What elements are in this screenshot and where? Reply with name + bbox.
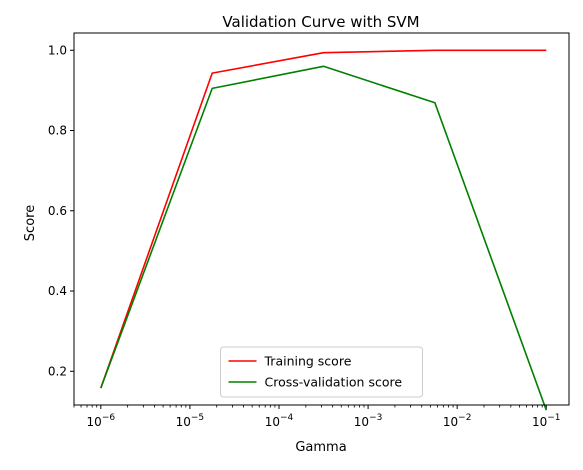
x-tick-exponent: −5 xyxy=(191,413,204,423)
x-tick-base: 10 xyxy=(87,415,102,429)
x-tick-label: 10−2 xyxy=(443,413,472,429)
y-tick-label: 0.6 xyxy=(48,204,67,218)
x-tick-label: 10−6 xyxy=(87,413,116,429)
legend-label: Training score xyxy=(264,354,352,369)
x-tick-label: 10−3 xyxy=(354,413,383,429)
x-tick-base: 10 xyxy=(176,415,191,429)
x-axis-label: Gamma xyxy=(295,440,346,455)
y-tick-label: 0.2 xyxy=(48,364,67,378)
x-tick-base: 10 xyxy=(532,415,547,429)
x-tick-label: 10−1 xyxy=(532,413,561,429)
x-tick-exponent: −3 xyxy=(369,413,382,423)
y-axis-label: Score xyxy=(23,205,38,241)
y-axis-ticks: 0.2 0.4 0.6 0.8 1.0 xyxy=(48,43,74,378)
chart-title: Validation Curve with SVM xyxy=(222,13,419,31)
legend-label: Cross-validation score xyxy=(265,375,403,390)
legend: Training score Cross-validation score xyxy=(220,346,423,398)
y-tick-label: 0.4 xyxy=(48,284,67,298)
x-tick-exponent: −6 xyxy=(102,413,116,423)
x-tick-base: 10 xyxy=(354,415,369,429)
x-tick-label: 10−4 xyxy=(265,413,294,429)
plot-frame xyxy=(73,32,570,406)
x-tick-base: 10 xyxy=(443,415,458,429)
x-tick-exponent: −4 xyxy=(280,413,294,423)
x-axis-ticks: 10−6 10−5 10−4 10−3 10−2 10−1 xyxy=(73,405,561,429)
series-line-1 xyxy=(100,65,548,411)
series-lines xyxy=(100,49,548,411)
x-tick-exponent: −1 xyxy=(547,413,560,423)
series-line-0 xyxy=(100,49,547,389)
x-tick-label: 10−5 xyxy=(176,413,205,429)
y-tick-label: 0.8 xyxy=(48,124,67,138)
x-tick-base: 10 xyxy=(265,415,280,429)
legend-box xyxy=(220,346,423,398)
x-tick-exponent: −2 xyxy=(458,413,471,423)
y-tick-label: 1.0 xyxy=(48,43,67,57)
